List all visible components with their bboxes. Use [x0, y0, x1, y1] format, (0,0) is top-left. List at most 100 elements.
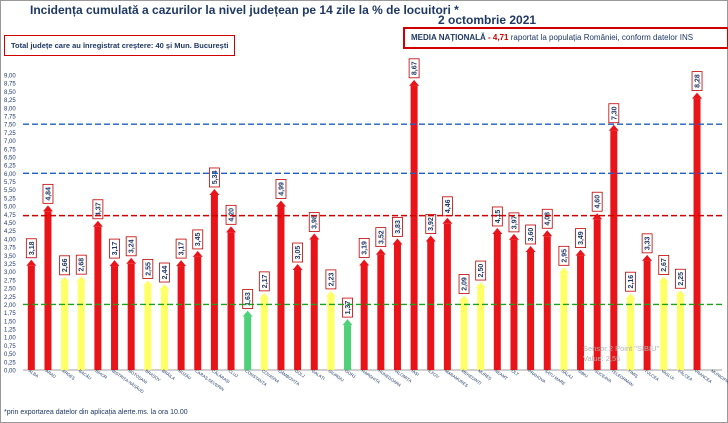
data-label-box [541, 208, 553, 229]
data-label-box [225, 204, 237, 225]
bar-arrow [76, 276, 87, 283]
bar [460, 301, 468, 370]
data-label-box [658, 255, 670, 275]
data-label-box [358, 238, 370, 258]
x-tick-label: ALBA [28, 368, 40, 378]
y-tick-label: 1,00 [4, 336, 16, 342]
data-label-box [641, 233, 653, 254]
data-label-box [375, 227, 387, 248]
data-label: 3,45 [195, 232, 202, 246]
bar-arrow [392, 238, 403, 245]
data-label-box [525, 224, 537, 245]
data-label-box [25, 238, 37, 259]
bar-arrow [342, 319, 353, 326]
bar-arrow [525, 246, 536, 252]
bar-arrow [192, 250, 203, 257]
chart-title: Incidența cumulată a cazurilor la nivel … [30, 3, 459, 17]
x-tick-label: PRAHOVA [527, 368, 547, 384]
bar-arrow [692, 92, 703, 99]
data-label: 8,28 [695, 74, 702, 88]
y-tick-label: 6,25 [4, 164, 16, 170]
y-tick-label: 5,25 [4, 196, 16, 202]
bar-arrow [425, 235, 436, 242]
x-tick-label: IAȘI [411, 368, 420, 377]
x-tick-label: SUCEAVA [594, 368, 613, 383]
y-tick-label: 2,25 [4, 295, 16, 301]
bar-arrow [126, 257, 137, 264]
bar [577, 255, 585, 370]
data-label: 3,98 [312, 215, 319, 229]
y-tick-label: 8,25 [4, 98, 16, 104]
bar [227, 232, 235, 370]
y-tick-label: 4,00 [4, 237, 16, 243]
bar [260, 298, 268, 370]
data-label-box [674, 268, 686, 289]
bar-arrow [159, 284, 170, 291]
y-tick-label: 1,50 [4, 319, 16, 325]
data-label: 3,05 [295, 246, 302, 260]
y-tick-label: 8,75 [4, 82, 16, 88]
x-tick-label: GIURGIU [327, 368, 345, 382]
data-label: 4,37 [95, 202, 102, 216]
data-label-box [75, 254, 87, 275]
data-label-box [142, 259, 154, 279]
bar [543, 236, 551, 370]
watermark: Sensor 2 Point "SIBIU" Value: 2,55 [583, 344, 659, 364]
y-tick-label: 1,25 [4, 328, 16, 334]
bar-arrow [275, 200, 286, 207]
bar-arrow [109, 260, 120, 267]
bar-arrow [409, 79, 420, 86]
data-label-box [42, 183, 54, 204]
bar-arrow [625, 293, 636, 300]
bar-arrow [292, 264, 303, 271]
y-tick-label: 2,00 [4, 303, 16, 309]
bar [294, 270, 302, 370]
x-tick-label: GORJ [344, 368, 356, 379]
bar [144, 286, 152, 370]
y-tick-label: 4,75 [4, 213, 16, 219]
data-label-box [575, 228, 586, 249]
data-label-box [208, 167, 220, 188]
bar [94, 226, 102, 370]
data-label-box [458, 274, 470, 294]
y-tick-label: 7,25 [4, 131, 16, 137]
national-average-label: MEDIA NAȚIONALĂ [411, 33, 486, 42]
data-label-box [275, 179, 287, 199]
data-label: 2,23 [328, 272, 335, 286]
bar-arrow [642, 254, 653, 261]
data-label: 2,25 [678, 272, 685, 286]
bar [327, 296, 335, 370]
y-tick-label: 2,50 [4, 287, 16, 293]
y-tick-label: 3,25 [4, 262, 16, 268]
bar-arrow [42, 205, 53, 212]
bar-arrow [459, 295, 470, 302]
national-average-box: MEDIA NAȚIONALĂ - 4,71 raportat la popul… [403, 27, 728, 49]
y-tick-label: 3,75 [4, 246, 16, 252]
bar-arrow [442, 217, 453, 224]
data-label-box [591, 191, 603, 212]
x-tick-label: MUNICIPIUL BUCUREȘTI [710, 368, 728, 400]
bar-arrow [508, 233, 519, 240]
x-tick-label: OLT [510, 368, 520, 377]
data-label: 2,95 [561, 249, 568, 263]
bar [27, 265, 35, 370]
y-tick-label: 8,50 [4, 90, 16, 96]
x-tick-label: SIBIU [577, 368, 589, 378]
data-label: 3,19 [362, 241, 369, 255]
x-tick-label: CLUJ [228, 368, 239, 378]
data-label-box [608, 103, 620, 124]
bar [344, 325, 352, 370]
y-tick-label: 7,50 [4, 123, 16, 129]
y-tick-label: 9,00 [4, 74, 16, 80]
chart-date: 2 octombrie 2021 [438, 13, 537, 27]
data-label: 1,37 [345, 301, 352, 315]
data-label: 4,46 [445, 199, 452, 213]
data-label: 2,50 [478, 264, 485, 278]
y-tick-label: 7,75 [4, 114, 16, 120]
bar-arrow [542, 230, 553, 237]
data-label: 3,49 [578, 231, 585, 245]
data-label: 7,30 [611, 106, 618, 120]
bar [643, 260, 651, 370]
watermark-line-2: Value: 2,55 [583, 354, 621, 363]
data-label: 8,67 [412, 61, 419, 75]
